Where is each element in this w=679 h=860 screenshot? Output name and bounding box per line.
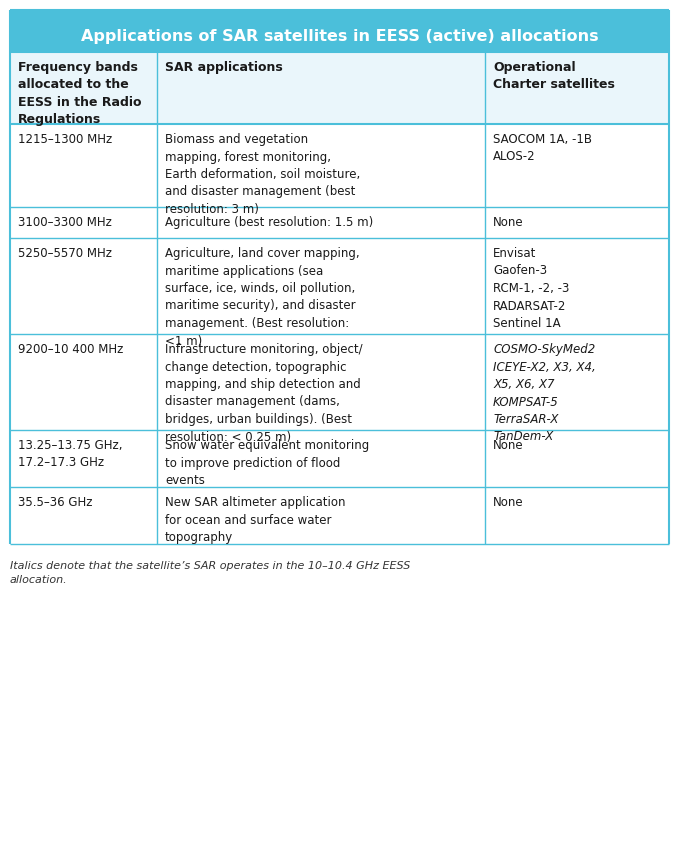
Text: None: None (493, 496, 524, 509)
Bar (10, 238, 669, 334)
Bar (10, 124, 669, 207)
Text: None: None (493, 216, 524, 229)
Text: 1215–1300 MHz: 1215–1300 MHz (18, 133, 112, 146)
Bar (10, 207, 669, 238)
Text: Agriculture, land cover mapping,
maritime applications (sea
surface, ice, winds,: Agriculture, land cover mapping, maritim… (165, 247, 360, 347)
Text: SAOCOM 1A, -1B
ALOS-2: SAOCOM 1A, -1B ALOS-2 (493, 133, 592, 163)
Bar (10, 334, 669, 430)
Text: COSMO-SkyMed2
ICEYE-X2, X3, X4,
X5, X6, X7
KOMPSAT-5
TerraSAR-X
TanDem-X: COSMO-SkyMed2 ICEYE-X2, X3, X4, X5, X6, … (493, 343, 596, 444)
Text: Operational
Charter satellites: Operational Charter satellites (493, 61, 615, 91)
Text: SAR applications: SAR applications (165, 61, 283, 74)
Text: Italics denote that the satellite’s SAR operates in the 10–10.4 GHz EESS
allocat: Italics denote that the satellite’s SAR … (10, 561, 410, 585)
Text: Envisat
Gaofen-3
RCM-1, -2, -3
RADARSAT-2
Sentinel 1A: Envisat Gaofen-3 RCM-1, -2, -3 RADARSAT-… (493, 247, 570, 330)
Text: 5250–5570 MHz: 5250–5570 MHz (18, 247, 112, 260)
Bar (10, 10, 669, 52)
Text: Applications of SAR satellites in EESS (active) allocations: Applications of SAR satellites in EESS (… (81, 29, 598, 45)
Text: None: None (493, 439, 524, 452)
Text: Infrastructure monitoring, object/
change detection, topographic
mapping, and sh: Infrastructure monitoring, object/ chang… (165, 343, 363, 444)
Bar (10, 430, 669, 487)
Bar (10, 487, 669, 544)
Text: 13.25–13.75 GHz,
17.2–17.3 GHz: 13.25–13.75 GHz, 17.2–17.3 GHz (18, 439, 122, 470)
Text: Agriculture (best resolution: 1.5 m): Agriculture (best resolution: 1.5 m) (165, 216, 373, 229)
Text: Frequency bands
allocated to the
EESS in the Radio
Regulations: Frequency bands allocated to the EESS in… (18, 61, 141, 126)
Text: 3100–3300 MHz: 3100–3300 MHz (18, 216, 112, 229)
Text: 35.5–36 GHz: 35.5–36 GHz (18, 496, 92, 509)
Text: 9200–10 400 MHz: 9200–10 400 MHz (18, 343, 124, 356)
Text: Snow water equivalent monitoring
to improve prediction of flood
events: Snow water equivalent monitoring to impr… (165, 439, 369, 487)
Text: New SAR altimeter application
for ocean and surface water
topography: New SAR altimeter application for ocean … (165, 496, 346, 544)
Text: Biomass and vegetation
mapping, forest monitoring,
Earth deformation, soil moist: Biomass and vegetation mapping, forest m… (165, 133, 361, 216)
Bar (10, 52, 669, 124)
